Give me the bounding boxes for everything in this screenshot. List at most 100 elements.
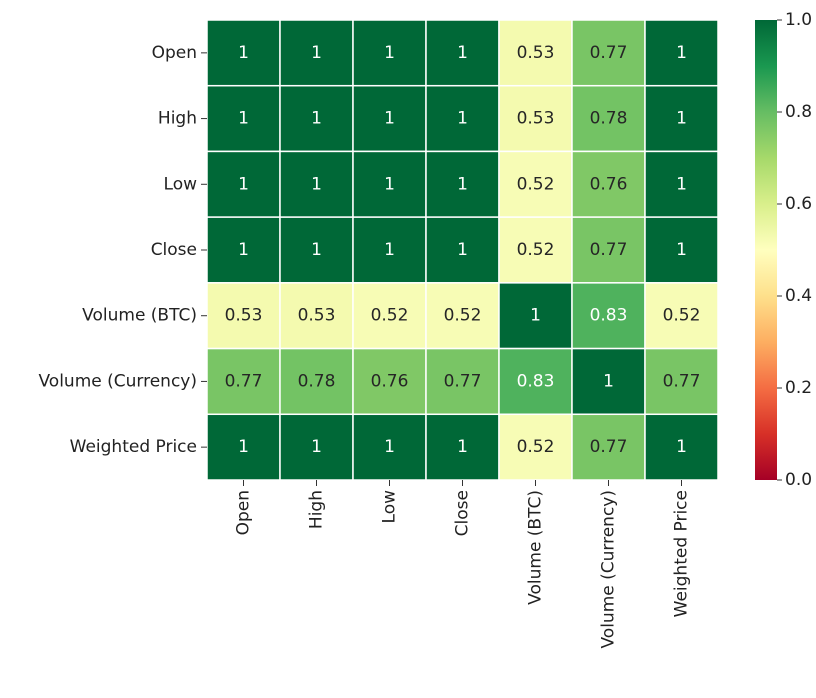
heatmap-cell [571,19,646,87]
cell-label: 0.76 [590,174,628,194]
heatmap-cell [279,150,354,218]
heatmap-cell [206,282,281,350]
cell-label: 1 [676,43,687,63]
y-tick-label: High [158,109,197,129]
cell-label: 0.77 [225,371,263,391]
cell-label: 0.83 [590,306,628,326]
cell-label: 0.52 [444,306,482,326]
colorbar-tick-label: 1.0 [785,10,812,30]
heatmap-cell [571,150,646,218]
x-tick-label: High [307,490,327,529]
heatmap-cell [352,282,427,350]
heatmap-cell [644,84,719,153]
cell-label: 0.53 [517,109,555,129]
y-tick-label: Open [152,43,197,63]
x-tick-label: Low [380,490,400,524]
cell-label: 1 [238,43,249,63]
cell-label: 1 [530,306,541,326]
cell-label: 0.53 [298,306,336,326]
heatmap-cell [571,413,646,481]
cell-label: 0.78 [298,371,336,391]
cell-label: 1 [311,174,322,194]
heatmap-cell [644,347,719,416]
cell-label: 0.53 [517,43,555,63]
cell-label: 1 [676,174,687,194]
cell-label: 0.53 [225,306,263,326]
colorbar [755,20,777,480]
cell-label: 1 [311,43,322,63]
colorbar-tick-label: 0.2 [785,378,812,398]
y-tick-label: Volume (BTC) [82,306,197,326]
cell-label: 1 [238,437,249,457]
y-tick-label: Volume (Currency) [39,371,198,391]
heatmap-cell [498,150,573,218]
heatmap-cell [425,413,500,481]
heatmap-cell [206,19,281,87]
colorbar-tick-label: 0.6 [785,194,812,214]
heatmap-cell [498,413,573,481]
heatmap-cell [498,347,573,416]
x-tick-label: Volume (Currency) [599,490,619,649]
y-tick-label: Low [164,174,198,194]
cell-label: 1 [384,174,395,194]
cell-label: 1 [384,109,395,129]
cell-label: 1 [676,437,687,457]
cell-label: 0.77 [590,240,628,260]
cell-label: 0.77 [590,43,628,63]
cell-label: 0.52 [517,240,555,260]
heatmap-cell [279,19,354,87]
y-tick-label: Close [151,240,197,260]
cell-label: 1 [457,109,468,129]
heatmap-cell [425,347,500,416]
cell-label: 1 [457,174,468,194]
colorbar-tick-label: 0.0 [785,470,812,490]
heatmap-cell [279,216,354,284]
heatmap-cell [206,413,281,481]
cell-label: 0.77 [444,371,482,391]
x-tick-label: Open [234,490,254,535]
cell-label: 0.52 [517,437,555,457]
x-tick-label: Volume (BTC) [526,490,546,605]
heatmap-cell [206,216,281,284]
cell-label: 0.52 [517,174,555,194]
heatmap-cell [425,150,500,218]
heatmap-cell [352,84,427,153]
cell-label: 0.76 [371,371,409,391]
cell-label: 1 [457,43,468,63]
x-tick-label: Weighted Price [672,490,692,617]
cell-label: 0.83 [517,371,555,391]
cell-label: 0.78 [590,109,628,129]
heatmap-cell [644,216,719,284]
colorbar-tick-label: 0.8 [785,102,812,122]
cell-label: 1 [238,240,249,260]
x-tick-label: Close [453,490,473,536]
cell-label: 1 [676,109,687,129]
heatmap-cell [206,347,281,416]
cell-label: 0.52 [371,306,409,326]
cell-label: 1 [457,437,468,457]
heatmap-cell [279,347,354,416]
cell-label: 1 [384,437,395,457]
heatmap-cell [498,84,573,153]
heatmap-cell [352,150,427,218]
cell-label: 1 [311,437,322,457]
cell-label: 0.52 [663,306,701,326]
cell-label: 0.77 [590,437,628,457]
cell-label: 1 [384,240,395,260]
cell-label: 1 [676,240,687,260]
heatmap-cell [352,19,427,87]
cell-label: 1 [238,174,249,194]
cell-label: 1 [384,43,395,63]
cell-label: 0.77 [663,371,701,391]
heatmap-cell [644,413,719,481]
heatmap-cell [644,150,719,218]
y-tick-label: Weighted Price [70,437,197,457]
cell-label: 1 [457,240,468,260]
cell-label: 1 [603,371,614,391]
heatmap-cell [352,413,427,481]
colorbar-tick-label: 0.4 [785,286,812,306]
cell-label: 1 [238,109,249,129]
heatmap-cell [571,216,646,284]
cell-label: 1 [311,109,322,129]
